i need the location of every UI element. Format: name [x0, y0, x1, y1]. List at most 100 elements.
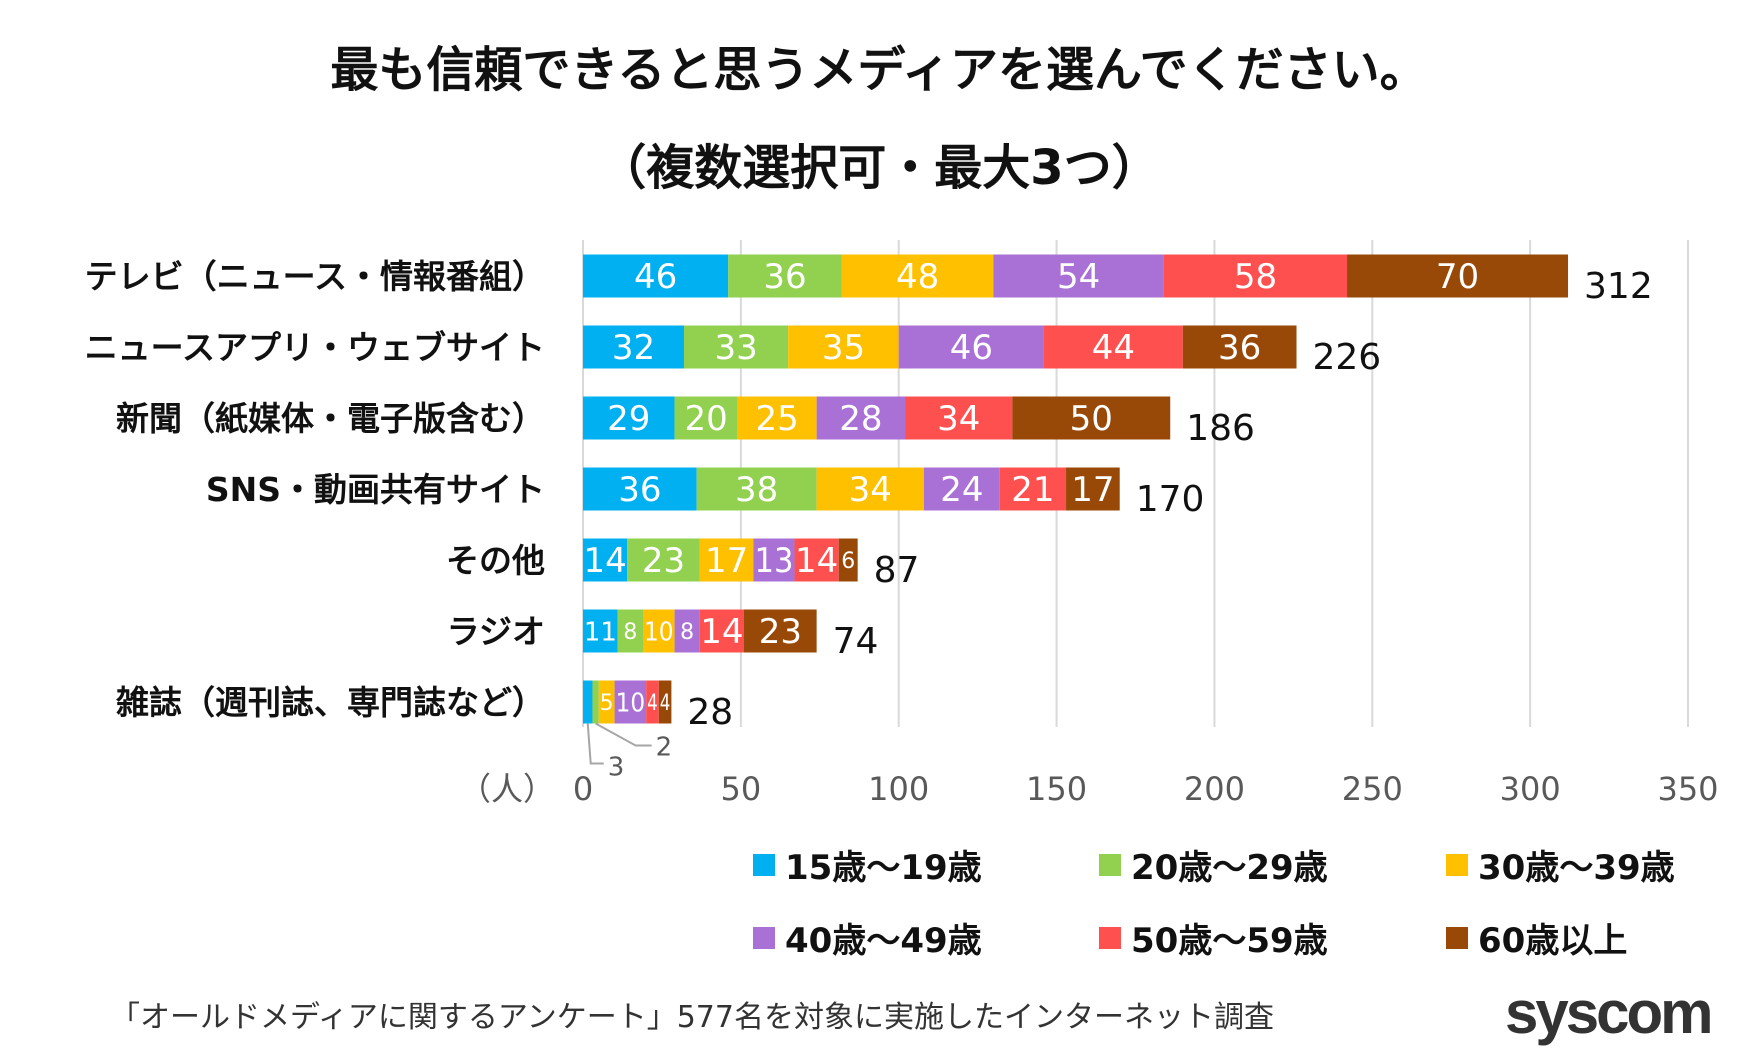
x-tick-label: 300 [1500, 770, 1561, 808]
data-label: 23 [642, 541, 685, 581]
data-label: 13 [754, 541, 793, 581]
bar-segment [794, 538, 839, 582]
footer-note: 「オールドメディアに関するアンケート」577名を対象に実施したインターネット調査 [110, 1000, 1274, 1035]
bar-segment [658, 680, 672, 724]
bar-segment [583, 680, 593, 724]
data-label: 17 [1071, 470, 1114, 510]
bar-segment [684, 325, 789, 369]
legend-label: 40歳～49歳 [785, 921, 982, 961]
legend-label: 60歳以上 [1478, 921, 1628, 961]
bar-segment [816, 396, 906, 440]
data-label: 5 [600, 691, 614, 716]
data-label: 28 [839, 399, 882, 439]
bar-segment [598, 680, 615, 724]
legend-label: 50歳～59歳 [1131, 921, 1328, 961]
data-label: 33 [714, 328, 757, 368]
total-label: 28 [687, 692, 733, 733]
bar-segment [583, 325, 685, 369]
bar-segment [592, 680, 599, 724]
chart-title: 最も信頼できると思うメディアを選んでください。 [330, 42, 1428, 98]
data-label: 48 [896, 257, 939, 297]
legend-swatch [1099, 926, 1121, 949]
bar-segment [674, 609, 700, 653]
category-label: ニュースアプリ・ウェブサイト [85, 328, 545, 367]
data-label: 6 [841, 549, 855, 574]
total-label: 312 [1584, 266, 1653, 307]
bar-segment [753, 538, 795, 582]
data-label: 58 [1234, 257, 1277, 297]
legend-item: 15歳～19歳 [753, 840, 982, 889]
data-label: 54 [1057, 257, 1100, 297]
bar-segment [1347, 254, 1569, 298]
bar-segment [642, 609, 675, 653]
data-label: 20 [684, 399, 727, 439]
legend-swatch [1446, 926, 1468, 949]
bar-segment [583, 538, 628, 582]
data-label: 70 [1436, 257, 1479, 297]
data-label: 38 [735, 470, 778, 510]
data-label: 14 [583, 541, 626, 581]
data-label: 21 [1011, 470, 1054, 510]
data-label: 36 [1218, 328, 1261, 368]
legend-label: 30歳～39歳 [1478, 848, 1675, 888]
data-label: 34 [849, 470, 892, 510]
bar-segment [744, 609, 817, 653]
data-label: 34 [937, 399, 980, 439]
data-label: 4 [647, 691, 658, 716]
data-label: 14 [700, 612, 743, 652]
bar-segment [923, 467, 1000, 511]
bar-chart: 0 50 100 150 200 250 300 350（人）テレビ（ニュース・情報番組） 46… [85, 240, 1719, 808]
x-tick-label: 0 [573, 770, 593, 808]
data-label: 25 [756, 399, 799, 439]
data-label: 8 [623, 620, 637, 645]
x-axis-label: （人） [459, 770, 555, 808]
data-label: 3 [608, 753, 625, 783]
bar-segment [617, 609, 643, 653]
category-label: 雑誌（週刊誌、専門誌など） [115, 683, 545, 722]
data-label: 46 [950, 328, 993, 368]
total-label: 87 [874, 550, 920, 591]
data-label: 44 [1092, 328, 1135, 368]
chart-subtitle: （複数選択可・最大3つ） [598, 140, 1160, 196]
category-label: テレビ（ニュース・情報番組） [85, 257, 545, 296]
bar-segment [583, 609, 618, 653]
data-label: 4 [660, 691, 671, 716]
total-label: 170 [1136, 479, 1205, 520]
bar-segment [583, 467, 697, 511]
category-label: 新聞（紙媒体・電子版含む） [116, 399, 545, 438]
x-tick-label: 50 [720, 770, 761, 808]
data-label: 8 [680, 620, 694, 645]
bar-segment [788, 325, 899, 369]
legend-label: 15歳～19歳 [785, 848, 982, 888]
leader-line [586, 723, 604, 765]
data-label: 36 [763, 257, 806, 297]
data-label: 50 [1070, 399, 1113, 439]
data-label: 11 [584, 617, 617, 647]
x-tick-label: 250 [1342, 770, 1403, 808]
x-tick-label: 200 [1184, 770, 1245, 808]
category-label: SNS・動画共有サイト [206, 470, 545, 509]
x-tick-label: 100 [868, 770, 929, 808]
bar-segment [841, 254, 994, 298]
legend-swatch [753, 853, 775, 876]
legend-item: 60歳以上 [1446, 913, 1627, 962]
bar-segment [583, 254, 729, 298]
bar-segment [699, 538, 754, 582]
bar-segment [583, 396, 675, 440]
data-label: 23 [759, 612, 802, 652]
bar-segment [905, 396, 1013, 440]
bar-segment [627, 538, 700, 582]
bar-segment [1066, 467, 1120, 511]
x-tick-label: 150 [1026, 770, 1087, 808]
legend-swatch [1099, 853, 1121, 876]
bar-segment [1163, 254, 1348, 298]
data-label: 32 [612, 328, 655, 368]
data-label: 36 [618, 470, 661, 510]
bar-segment [674, 396, 738, 440]
category-label: ラジオ [447, 612, 545, 651]
total-label: 186 [1186, 408, 1255, 449]
total-label: 226 [1313, 337, 1382, 378]
data-label: 35 [822, 328, 865, 368]
data-label: 10 [644, 617, 674, 647]
